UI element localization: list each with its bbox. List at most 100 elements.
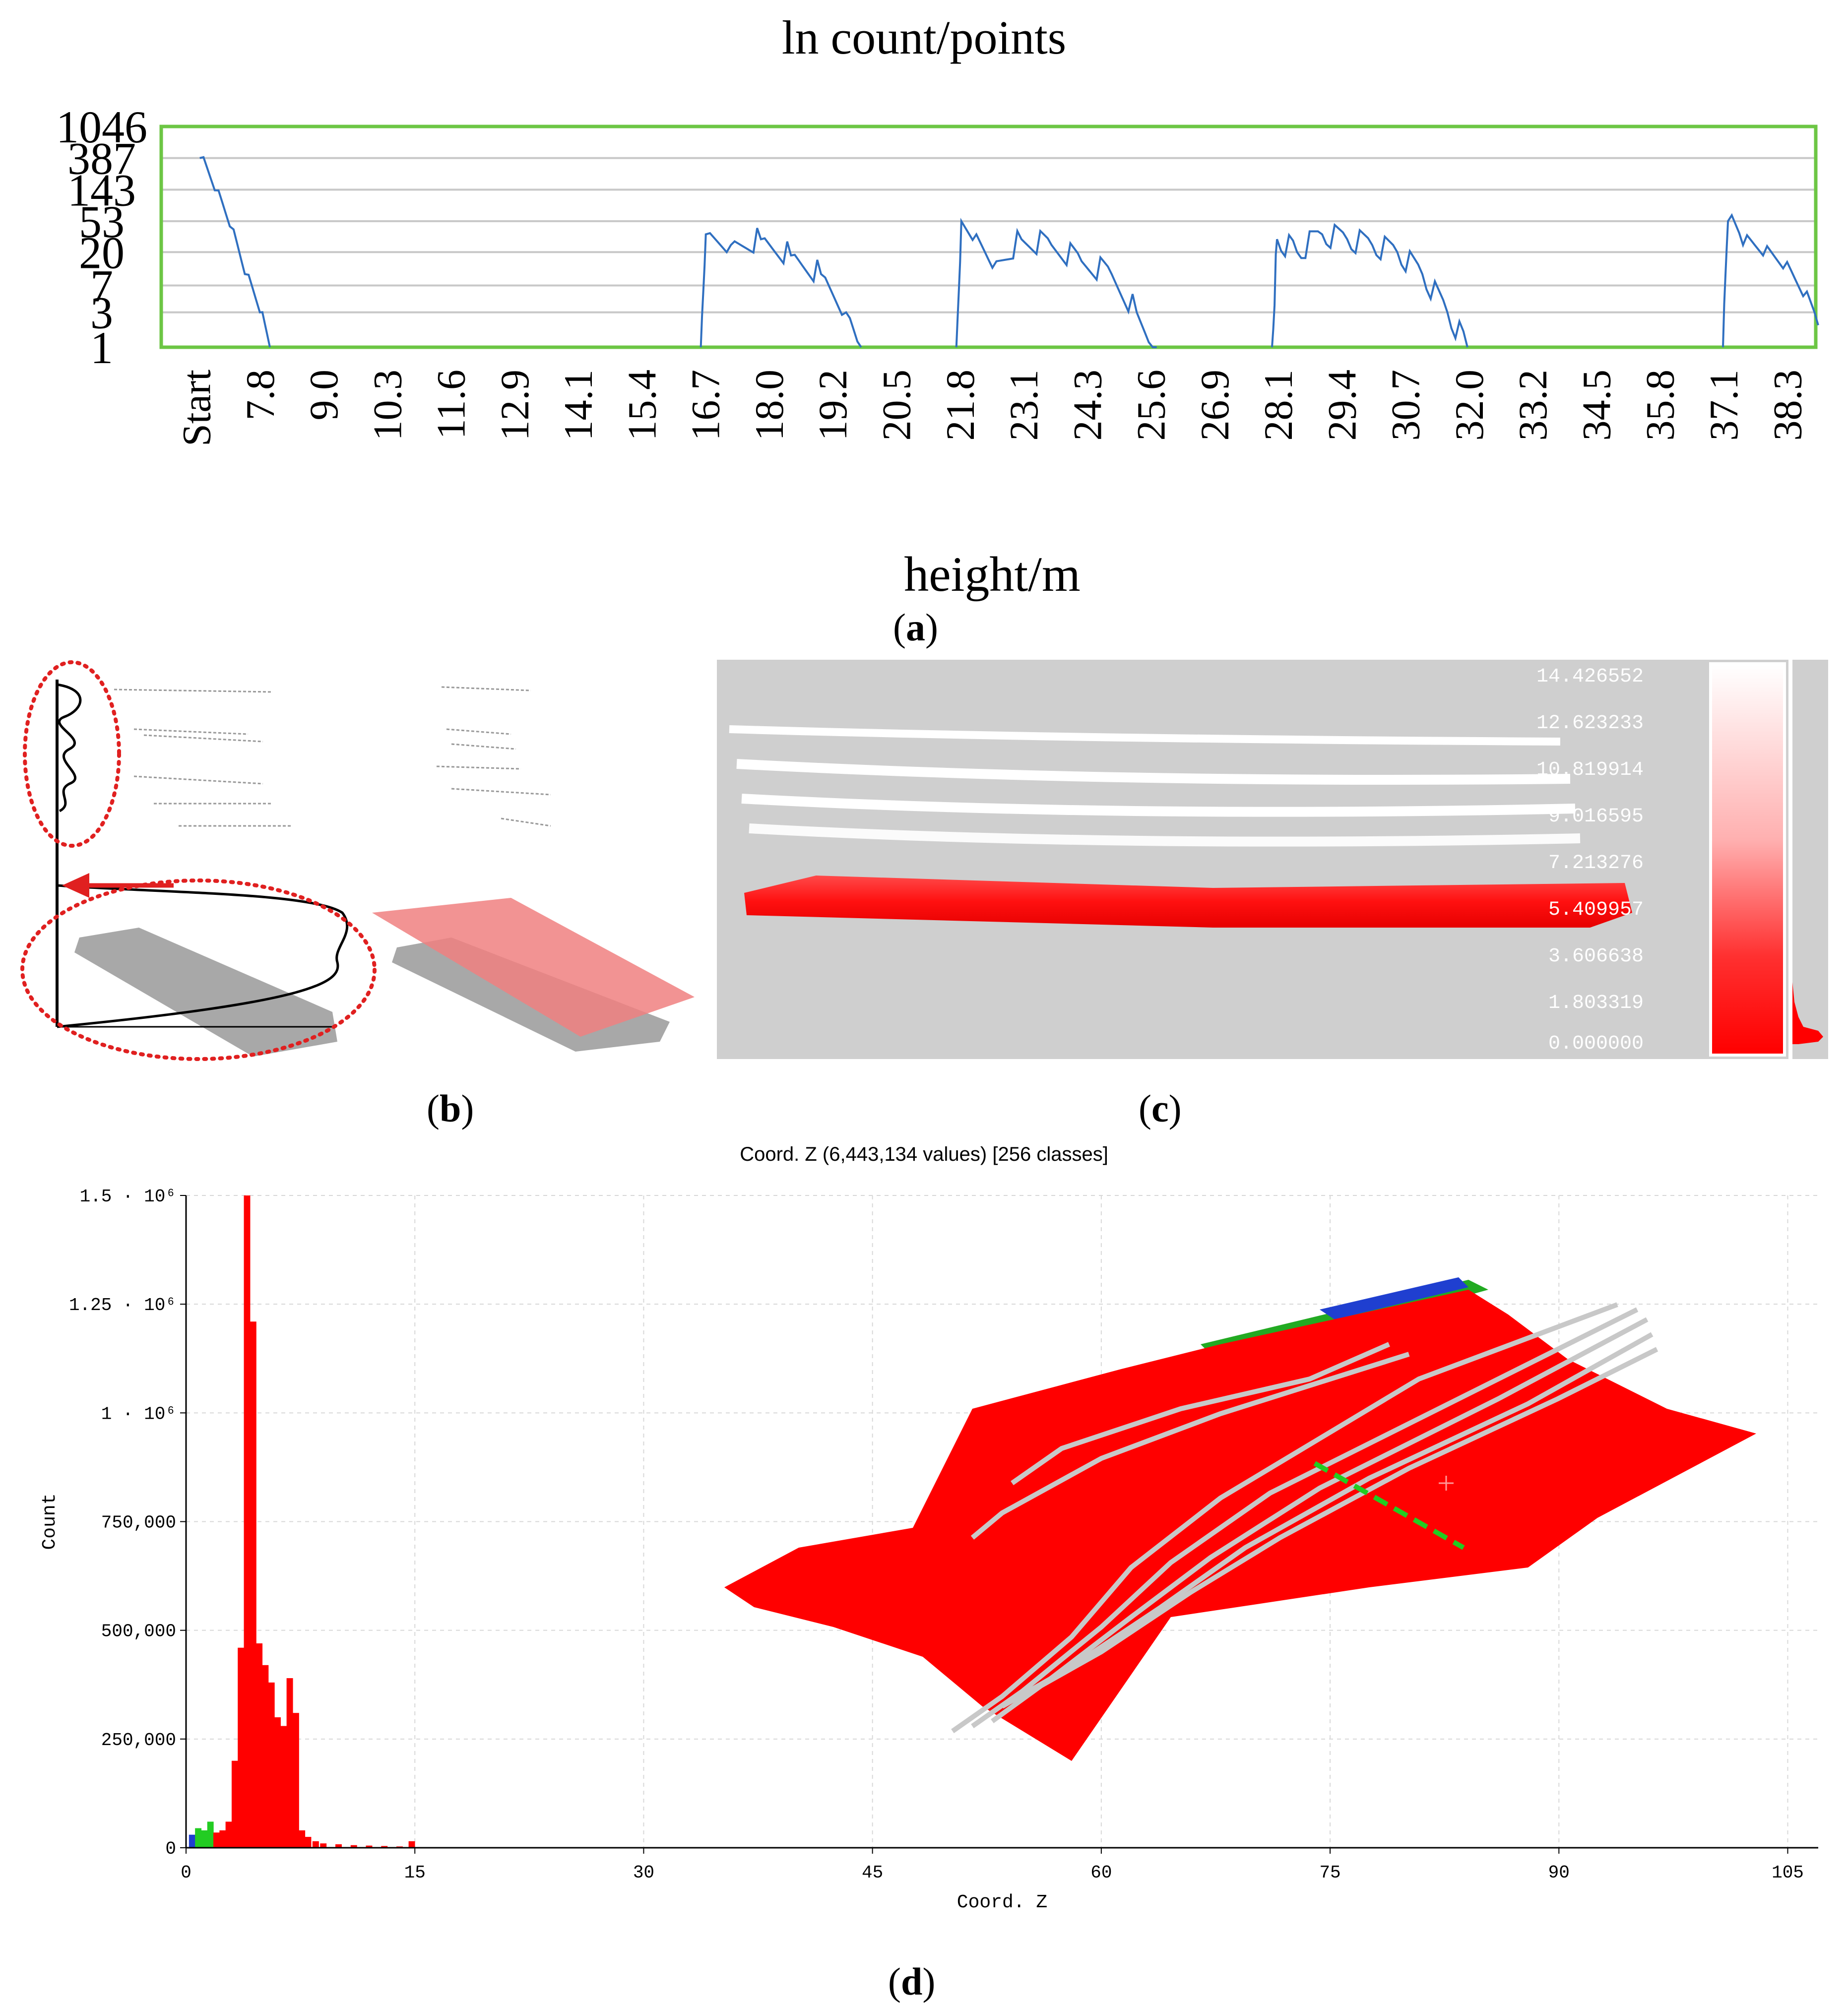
panel-d-x-tick-label: 75 [1319, 1863, 1340, 1883]
panel-d-bar [195, 1828, 202, 1848]
panel-d-bar [262, 1665, 269, 1848]
panel-a-caption-letter: a [905, 606, 925, 649]
panel-d-y-tick-label: 750,000 [101, 1513, 176, 1533]
panel-a-line-segment [1271, 223, 1468, 348]
scale-value-2: 10.819914 [1536, 759, 1644, 781]
panel-a-y-tick-label: 20 [79, 227, 125, 278]
panel-d-x-tick-label: 0 [181, 1863, 191, 1883]
panel-b-lower-profile-curve [57, 884, 349, 1028]
panel-a-x-tick-label: 12.9 [492, 370, 537, 441]
panel-d-x-tick-label: 60 [1090, 1863, 1112, 1883]
panel-d-y-tick-label: 1.25 · 10⁶ [69, 1295, 176, 1315]
panel-d-x-tick-label: 30 [633, 1863, 654, 1883]
panel-d-bar [274, 1717, 281, 1848]
panel-d-bar [286, 1678, 293, 1848]
panel-d-xlabel: Coord. Z [957, 1892, 1047, 1913]
panel-a-x-tick-label: 10.3 [365, 370, 410, 441]
panel-a-x-tick-label: 16.7 [683, 370, 728, 441]
panel-a-y-tick-label: 53 [79, 196, 125, 247]
scale-value-5: 5.409957 [1548, 899, 1644, 921]
panel-d-y-tick-label: 1.5 · 10⁶ [80, 1187, 176, 1207]
panel-d-bar [305, 1837, 312, 1848]
panel-d-x-tick-label: 90 [1548, 1863, 1570, 1883]
panel-a-x-tick-label: 11.6 [429, 370, 474, 439]
panel-d-bar [207, 1821, 214, 1848]
panel-a-x-tick-label: Start [174, 370, 219, 446]
scale-value-1: 12.623233 [1536, 712, 1644, 735]
panel-d-bar [225, 1821, 232, 1848]
panel-c-point-cloud [729, 725, 1632, 928]
panel-d-y-tick-label: 250,000 [101, 1730, 176, 1751]
scale-value-0: 14.426552 [1536, 666, 1644, 688]
panel-a-x-tick-label: 29.4 [1319, 370, 1364, 441]
panel-b-diagram [20, 660, 695, 1061]
panel-b-lower-highlight-ellipse [20, 878, 377, 1061]
panel-a-caption: (a) [893, 606, 938, 649]
panel-c-viewport: 14.426552 12.623233 10.819914 9.016595 7… [717, 660, 1828, 1059]
panel-a-x-tick-label: 18.0 [747, 370, 792, 441]
panel-d-x-tick-label: 15 [404, 1863, 426, 1883]
panel-d-bar [201, 1830, 208, 1848]
panel-b-wire-traces-left [114, 689, 293, 827]
panel-a-x-tick-label: 30.7 [1383, 370, 1428, 441]
panel-a-y-tick-label: 1046 [56, 102, 147, 152]
panel-a-x-tick-label: 9.0 [301, 370, 346, 421]
panel-d-ylabel: Count [39, 1493, 61, 1550]
panel-d-x-tick-label: 105 [1772, 1863, 1804, 1883]
panel-d-green-strip [1313, 1461, 1465, 1550]
panel-d-y-tick-label: 0 [165, 1839, 176, 1859]
panel-a-x-tick-label: 7.8 [238, 370, 283, 421]
panel-d-red-cloud [724, 1290, 1756, 1761]
panel-a-line-segment [1722, 213, 1819, 348]
panel-d-bar [335, 1844, 342, 1848]
panel-a-x-tick-label: 23.1 [1001, 370, 1046, 441]
panel-a-x-tick-label: 14.1 [556, 370, 601, 441]
panel-a-x-tick-label: 34.5 [1574, 370, 1619, 441]
panel-d-bar [312, 1841, 319, 1848]
panel-d-bar [299, 1830, 306, 1848]
panel-c-caption: (c) [1139, 1087, 1182, 1130]
panel-a-x-tick-label: 33.2 [1510, 370, 1555, 441]
panel-b-caption: (b) [427, 1087, 474, 1130]
panel-a-y-tick-label: 143 [67, 165, 136, 215]
scale-value-8: 0.000000 [1548, 1033, 1644, 1055]
panel-d-bar [408, 1841, 415, 1848]
panel-c-color-scale-bar [1709, 662, 1786, 1057]
panel-d-bar [219, 1830, 226, 1848]
panel-a-title: ln count/points [781, 11, 1067, 64]
panel-d-bar [268, 1682, 275, 1848]
panel-d-y-tick-label: 500,000 [101, 1622, 176, 1642]
panel-d-x-tick-label: 45 [862, 1863, 883, 1883]
panel-a-x-tick-label: 25.6 [1129, 370, 1174, 441]
panel-d-bar [292, 1713, 299, 1848]
panel-a-x-tick-label: 38.3 [1765, 370, 1810, 441]
panel-d-bar [381, 1846, 388, 1848]
scale-value-7: 1.803319 [1548, 992, 1644, 1014]
panel-d-bar [366, 1845, 373, 1848]
panel-b-red-plane [372, 898, 695, 1037]
panel-c-wire-2 [736, 759, 1571, 785]
panel-d-cloud-top-blue [1320, 1277, 1468, 1319]
panel-d-power-lines [951, 1302, 1658, 1734]
panel-a-x-tick-label: 32.0 [1447, 370, 1492, 441]
panel-d-bar [189, 1834, 195, 1848]
panel-d-caption-letter: d [900, 1960, 923, 2003]
panel-c-histogram-strip [1788, 660, 1823, 1059]
panel-a-x-tick-label: 28.1 [1256, 370, 1301, 441]
scale-value-4: 7.213276 [1548, 852, 1644, 875]
panel-d-bar [350, 1845, 357, 1848]
panel-a-line-segment [199, 156, 271, 348]
panel-a-line-segment [700, 228, 862, 348]
panel-d-bar [280, 1726, 287, 1848]
panel-b-upper-highlight-ellipse [23, 660, 121, 848]
panel-c-ground-band [744, 876, 1632, 928]
panel-a-x-tick-label: 37.1 [1701, 370, 1746, 441]
panel-d-caption: (d) [888, 1960, 936, 2003]
panel-b-ground-cloud-left [74, 928, 337, 1057]
panel-c-wire-3 [741, 794, 1576, 817]
panel-a-x-tick-label: 24.3 [1065, 370, 1110, 441]
panel-d-y-tick-label: 1 · 10⁶ [101, 1404, 176, 1424]
panel-a-plot-frame [159, 125, 1818, 349]
panel-c-wire-1 [729, 725, 1561, 746]
